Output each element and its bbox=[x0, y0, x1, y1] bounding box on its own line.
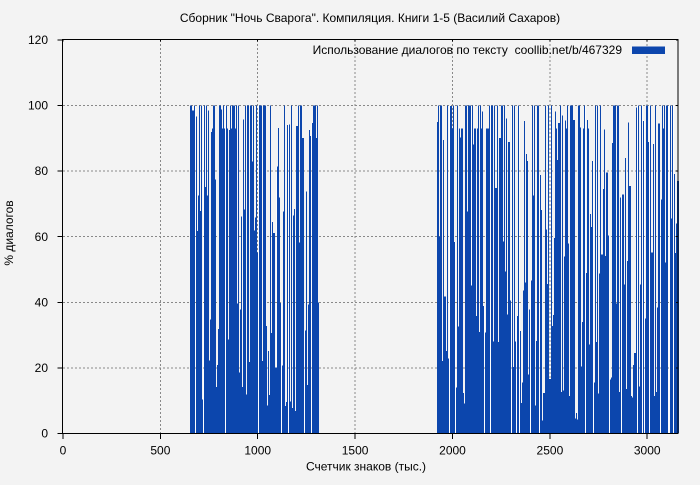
svg-text:100: 100 bbox=[28, 99, 48, 113]
svg-text:500: 500 bbox=[150, 444, 170, 458]
svg-text:120: 120 bbox=[28, 33, 48, 47]
svg-text:Использование диалогов по текс: Использование диалогов по тексту coollib… bbox=[313, 43, 623, 57]
svg-text:% диалогов: % диалогов bbox=[2, 200, 16, 265]
svg-text:0: 0 bbox=[41, 427, 48, 441]
svg-text:2500: 2500 bbox=[537, 444, 564, 458]
svg-text:3000: 3000 bbox=[634, 444, 661, 458]
svg-text:20: 20 bbox=[35, 361, 49, 375]
svg-text:2000: 2000 bbox=[439, 444, 466, 458]
svg-text:40: 40 bbox=[35, 296, 49, 310]
svg-text:60: 60 bbox=[35, 230, 49, 244]
svg-text:1000: 1000 bbox=[244, 444, 271, 458]
svg-text:1500: 1500 bbox=[342, 444, 369, 458]
svg-text:80: 80 bbox=[35, 164, 49, 178]
svg-text:0: 0 bbox=[60, 444, 67, 458]
svg-text:Счетчик знаков (тыс.): Счетчик знаков (тыс.) bbox=[306, 460, 426, 474]
svg-text:Сборник "Ночь Сварога". Компил: Сборник "Ночь Сварога". Компиляция. Книг… bbox=[180, 11, 560, 25]
